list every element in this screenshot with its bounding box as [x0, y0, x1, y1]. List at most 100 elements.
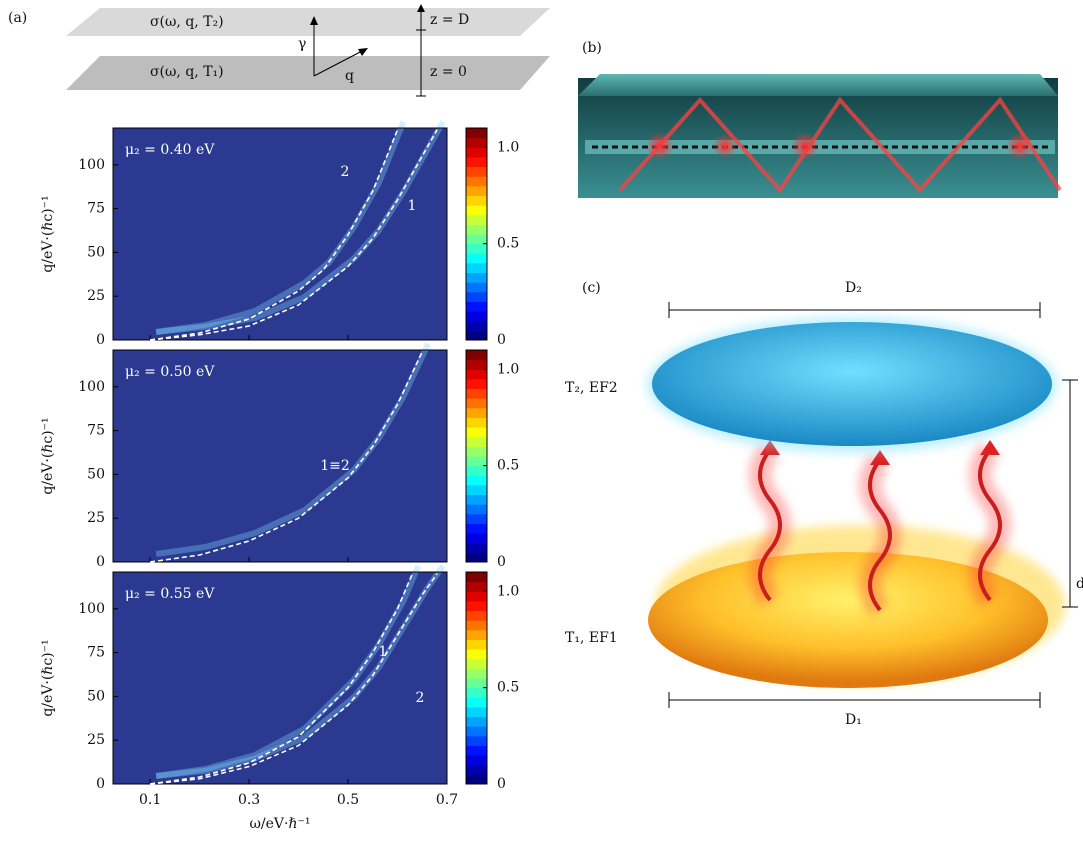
curve [150, 573, 438, 785]
curve-label: 1 [408, 198, 417, 214]
colorbar-step [466, 224, 487, 235]
curve [149, 351, 423, 563]
colorbar-step [466, 359, 487, 370]
colorbar-step [466, 726, 487, 737]
axis-label: γ [298, 36, 306, 52]
colorbar-frame [465, 127, 488, 341]
colorbar-step [466, 697, 487, 708]
curve-label: 1≡2 [320, 458, 350, 474]
y-tick-label: 50 [87, 466, 105, 482]
y-tick-label: 25 [87, 732, 105, 748]
panel-c: (c) D₂ T₂, EF2 T₁, EF1 d D₁ [565, 280, 1083, 728]
colorbar-step [466, 494, 487, 505]
curve [150, 129, 438, 341]
colorbar-step [466, 128, 487, 139]
y-axis-label: q/eV·(ℏc)⁻¹ [40, 417, 56, 494]
colorbar-step [466, 253, 487, 264]
colorbar-step [466, 262, 487, 274]
colorbar-step [466, 301, 487, 312]
heatmap-background [113, 350, 447, 562]
intensity-band [155, 342, 431, 557]
emission-waves [758, 448, 1002, 612]
colorbar-step [466, 649, 487, 660]
annotation: μ₂ = 0.40 eV [125, 142, 215, 158]
y-tick-label: 100 [78, 601, 105, 617]
colorbar-step [466, 272, 487, 283]
curve-label: 2 [416, 690, 425, 706]
colorbar-step [466, 465, 487, 476]
colorbar-step [466, 282, 487, 293]
colorbar-step [466, 610, 487, 621]
y-tick-label: 75 [87, 423, 105, 439]
colorbar-step [466, 176, 487, 187]
colorbar-step [466, 234, 487, 245]
y-tick-label: 100 [78, 157, 105, 173]
colorbar-step [466, 417, 487, 428]
dimension-label: D₁ [845, 712, 862, 728]
colorbar-step [466, 687, 487, 698]
colorbar-frame [465, 349, 488, 563]
plot-frame [112, 571, 448, 785]
dimension-label: D₂ [845, 280, 862, 296]
colorbar-tick-label: 0.5 [497, 236, 519, 252]
colorbar-step [466, 745, 487, 756]
colorbar-step [466, 504, 487, 515]
y-tick-label: 0 [96, 554, 105, 570]
colorbar-step [466, 147, 487, 158]
colorbar-step [466, 600, 487, 612]
annotation: μ₂ = 0.55 eV [125, 586, 215, 602]
y-tick-label: 25 [87, 510, 105, 526]
y-tick-label: 100 [78, 379, 105, 395]
colorbar-step [466, 658, 487, 669]
panel-b: (b) [578, 40, 1062, 198]
y-axis-label: q/eV·(ℏc)⁻¹ [40, 639, 56, 716]
mirror [578, 74, 1058, 96]
colorbar-step [466, 166, 487, 177]
y-tick-label: 25 [87, 288, 105, 304]
y-tick-label: 50 [87, 688, 105, 704]
colorbar-step [466, 291, 487, 302]
colorbar-step [466, 205, 487, 216]
bottom-sheet [648, 552, 1048, 688]
colorbar-step [466, 533, 487, 544]
colorbar-step [466, 484, 487, 496]
panel-label: (a) [8, 10, 27, 26]
curve [149, 573, 414, 785]
colorbar-step [466, 137, 487, 148]
colorbar-step [466, 523, 487, 534]
y-tick-label: 0 [96, 332, 105, 348]
colorbar-frame [465, 571, 488, 785]
colorbar-step [466, 195, 487, 206]
light-ray [618, 96, 1062, 194]
sheet-label: T₂, EF2 [565, 380, 618, 396]
plot-frame [112, 127, 448, 341]
x-tick-label: 0.5 [337, 792, 359, 808]
colorbar-step [466, 398, 487, 409]
colorbar-step [466, 185, 487, 196]
colorbar-step [466, 427, 487, 438]
graphene-layer [585, 140, 1055, 154]
heatmap-background [113, 572, 447, 784]
x-tick-label: 0.3 [238, 792, 260, 808]
panel-label: (c) [582, 280, 601, 296]
colorbar-step [466, 774, 487, 785]
colorbar-tick-label: 0.5 [497, 458, 519, 474]
colorbar-tick-label: 1.0 [497, 583, 519, 599]
colorbar-step [466, 311, 487, 322]
curve [149, 129, 399, 341]
colorbar-step [466, 330, 487, 341]
colorbar-step [466, 243, 487, 254]
y-tick-label: 75 [87, 645, 105, 661]
colorbar-step [466, 156, 487, 168]
axis-label: q [345, 68, 354, 84]
x-tick-label: 0.1 [139, 792, 161, 808]
y-tick-label: 75 [87, 201, 105, 217]
colorbar-step [466, 446, 487, 457]
top-sheet [652, 322, 1052, 446]
colorbar-step [466, 764, 487, 775]
intensity-band [155, 120, 407, 335]
colorbar-step [466, 591, 487, 602]
colorbar-tick-label: 0 [497, 776, 506, 792]
colorbar-tick-label: 1.0 [497, 139, 519, 155]
